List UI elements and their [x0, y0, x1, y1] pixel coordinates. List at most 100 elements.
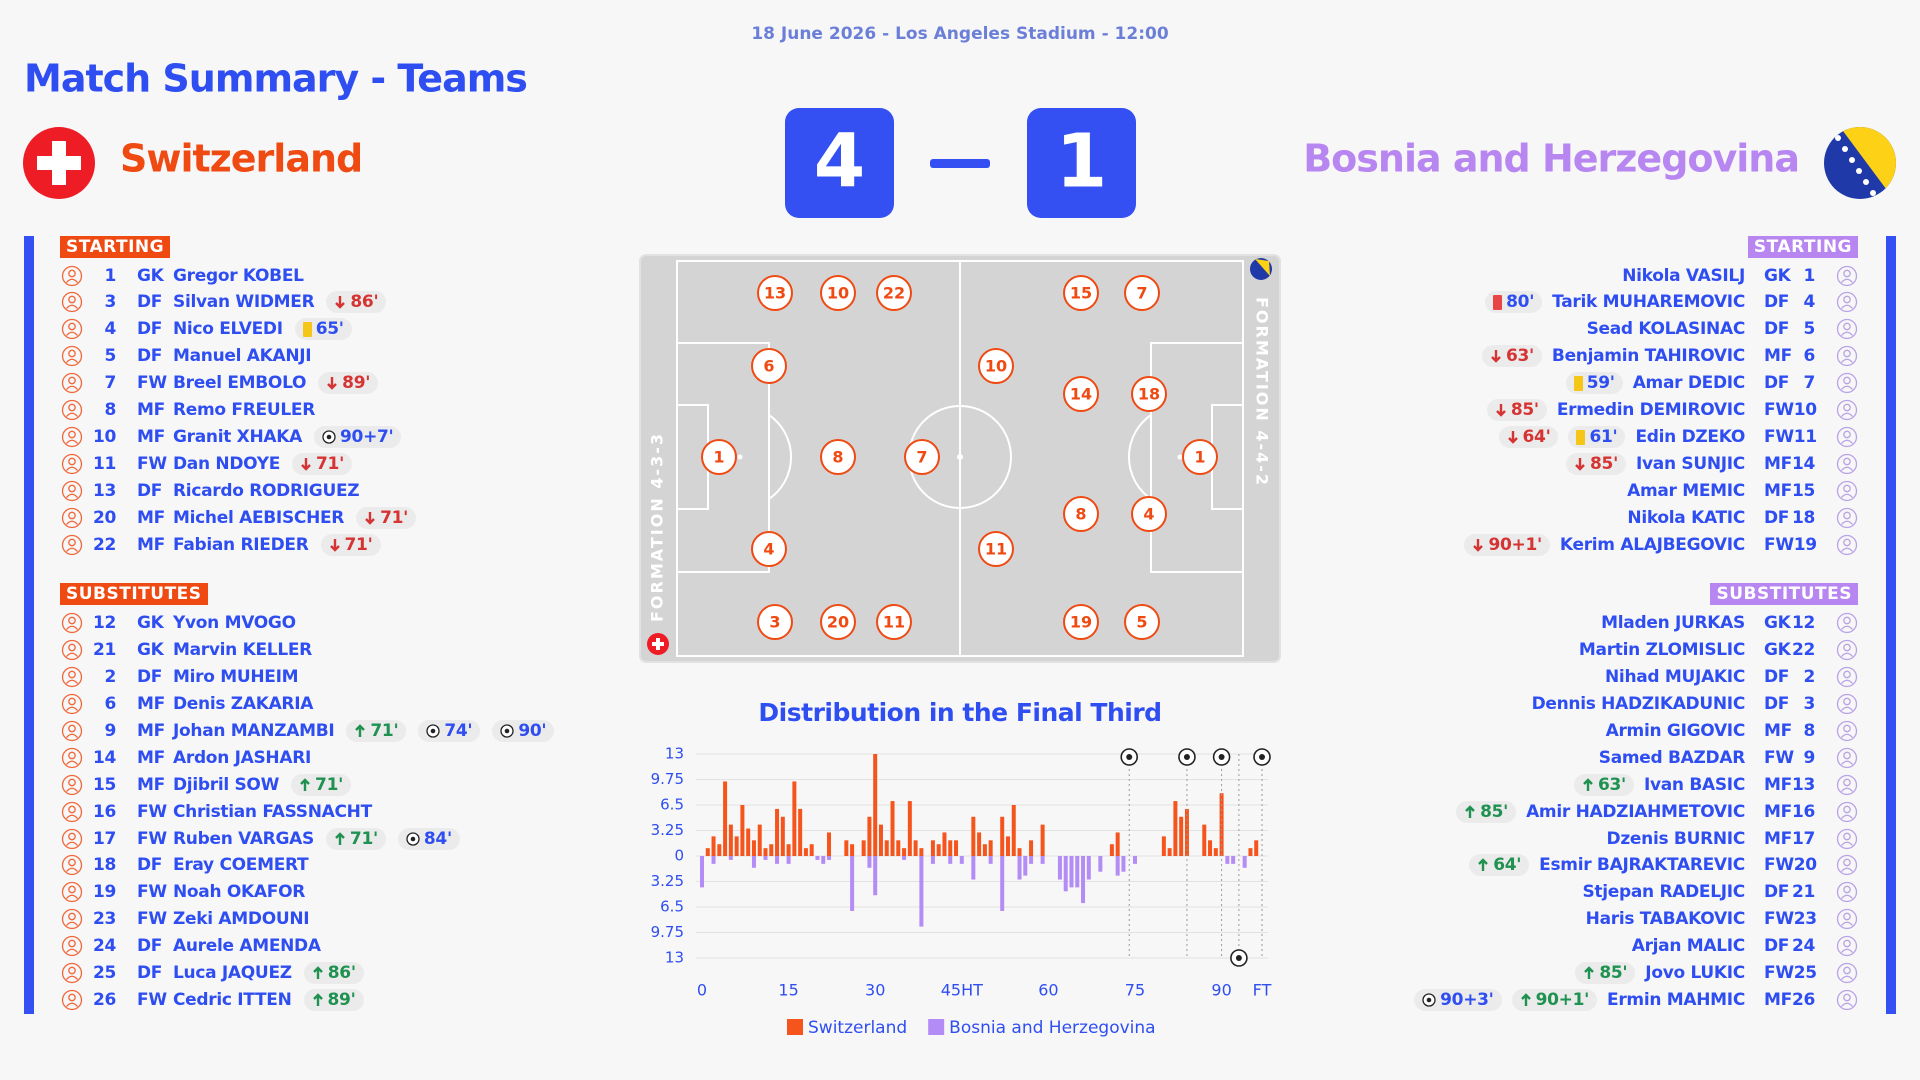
bar [734, 836, 739, 856]
bar [775, 856, 780, 864]
sub-on-icon [300, 777, 310, 791]
position: FW [137, 909, 167, 930]
away-score: 1 [1056, 119, 1108, 205]
bar [815, 856, 820, 860]
bar [1040, 824, 1045, 856]
shirt-number: 23 [1793, 909, 1817, 930]
position: FW [137, 828, 167, 849]
player-icon [61, 801, 83, 823]
sub-off-icon [1575, 458, 1585, 471]
player-icon [61, 612, 83, 634]
shirt-number: 23 [92, 909, 116, 930]
event-minute: 85' [1480, 801, 1509, 822]
event-badge: 71' [325, 827, 386, 850]
bar [798, 808, 803, 856]
bar [867, 856, 872, 868]
event-icon [1576, 429, 1586, 445]
person-icon [61, 801, 83, 822]
player-shirt: 11 [883, 613, 905, 632]
position: MF [137, 774, 165, 795]
player-shirt: 14 [1070, 385, 1092, 404]
goal-icon [500, 724, 514, 738]
sub-on-icon [312, 966, 323, 980]
player-row: GK 12 Mladen JURKAS [1601, 610, 1858, 636]
player-row: GK 1 Nikola VASILJ [1622, 263, 1858, 289]
section-label: SUBSTITUTES [60, 583, 208, 605]
position: FW [1764, 963, 1794, 984]
shirt-number: 22 [1791, 639, 1815, 660]
player-row: DF 7 Amar DEDIC 59' [1565, 370, 1858, 396]
player-row: MF 15 Amar MEMIC [1627, 478, 1858, 504]
bar [930, 856, 935, 864]
player-name: Benjamin TAHIROVIC [1551, 346, 1745, 367]
bar [1115, 856, 1120, 876]
player-row: FW 10 Ermedin DEMIROVIC 85' [1486, 397, 1858, 423]
position: GK [137, 613, 164, 633]
bar [1173, 801, 1178, 856]
player-shirt: 5 [1136, 613, 1147, 632]
event-badge: 89' [318, 372, 379, 395]
player-icon [61, 426, 83, 448]
shirt-number: 22 [92, 534, 116, 555]
position-number: FW 25 [1764, 963, 1817, 984]
position-number: FW 10 [1764, 400, 1817, 420]
player-icon [61, 480, 83, 502]
player-row: FW 23 Haris TABAKOVIC [1586, 906, 1858, 932]
sub-on-icon [1583, 777, 1593, 791]
event-icon [329, 538, 341, 552]
player-marker [1124, 275, 1160, 311]
formation-label: FORMATION 4-3-3 [648, 432, 667, 622]
player-marker [978, 348, 1014, 384]
player-name: Johan MANZAMBI [173, 720, 335, 741]
bar [988, 840, 993, 856]
person-icon [1836, 855, 1858, 876]
bar [982, 844, 987, 856]
position: DF [1764, 936, 1790, 957]
event-minute: 90+1' [1535, 990, 1590, 1011]
player-row: 20 MF Michel AEBISCHER 71' [61, 505, 417, 531]
person-icon [61, 507, 83, 529]
position: FW [1764, 427, 1794, 448]
position: GK [137, 639, 164, 660]
yellow-card-icon [1573, 375, 1583, 391]
sub-on-icon [1465, 804, 1475, 818]
position: MF [137, 693, 165, 714]
player-marker [820, 439, 856, 475]
shirt-number: 2 [104, 666, 116, 687]
player-icon [61, 453, 83, 475]
position: MF [1764, 990, 1792, 1011]
shirt-number: 20 [92, 507, 116, 528]
bar [1029, 856, 1034, 864]
player-icon [61, 935, 83, 957]
player-row: MF 13 Ivan BASIC 63' [1573, 772, 1858, 798]
player-row: 11 FW Dan NDOYE 71' [61, 451, 352, 477]
player-icon [61, 962, 83, 984]
sub-on-icon [1520, 993, 1531, 1007]
sub-on-icon [355, 724, 366, 737]
player-shirt: 1 [713, 448, 724, 467]
player-name: Manuel AKANJI [173, 346, 312, 367]
person-icon [61, 963, 83, 984]
player-name: Nikola VASILJ [1622, 265, 1745, 286]
person-icon [1836, 693, 1858, 714]
bar [948, 840, 953, 856]
player-icon [1836, 828, 1858, 850]
position-number: FW 20 [1764, 855, 1817, 875]
player-name: Tarik MUHAREMOVIC [1552, 292, 1745, 313]
position-number: GK 22 [1764, 640, 1815, 660]
bar [1075, 856, 1080, 888]
position-number: MF 17 [1764, 829, 1815, 849]
event-badge: 80' [1485, 291, 1543, 314]
player-row: MF 16 Amir HADZIAHMETOVIC 85' [1456, 799, 1858, 825]
player-name: Kerim ALAJBEGOVIC [1559, 534, 1745, 555]
bar [850, 856, 855, 911]
player-name: Remo FREULER [173, 400, 315, 421]
person-icon [61, 319, 83, 340]
player-name: Luca JAQUEZ [173, 963, 292, 984]
person-icon [1836, 534, 1858, 556]
player-name: Amir HADZIAHMETOVIC [1526, 801, 1745, 822]
shirt-number: 25 [1793, 963, 1817, 984]
person-icon [61, 453, 83, 475]
shirt-number: 24 [1791, 936, 1815, 957]
x-tick-label: 60 [1038, 981, 1058, 1000]
